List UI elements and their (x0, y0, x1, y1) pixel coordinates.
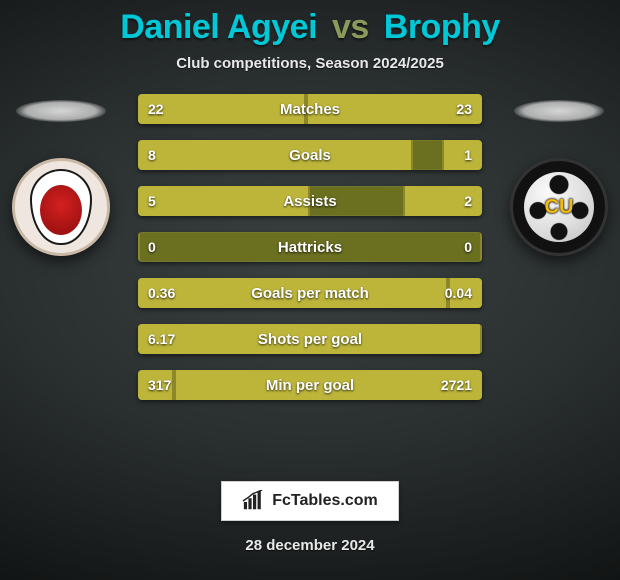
stat-value-right: 0 (454, 232, 482, 262)
stat-fill-left (138, 186, 310, 216)
club-crest-left (12, 158, 110, 256)
stat-fill-left (138, 94, 306, 124)
stat-label: Hattricks (138, 232, 482, 262)
brand-chart-icon (242, 490, 264, 512)
stat-fill-left (138, 324, 482, 354)
title-player2: Brophy (384, 8, 500, 46)
spotlight-left (16, 100, 106, 122)
stat-fill-right (448, 278, 482, 308)
brand-badge: FcTables.com (221, 481, 399, 521)
stat-row: Matches2223 (138, 94, 482, 124)
stat-fill-left (138, 232, 140, 262)
stat-fill-right (480, 324, 482, 354)
footer: FcTables.com 28 december 2024 (0, 481, 620, 554)
stat-fill-left (138, 278, 448, 308)
club-crest-right: CU (510, 158, 608, 256)
stat-fill-left (138, 140, 413, 170)
brand-text: FcTables.com (272, 492, 378, 510)
crest-left-shield-icon (30, 169, 92, 245)
stat-row: Goals81 (138, 140, 482, 170)
comparison-card: Daniel Agyei vs Brophy Club competitions… (0, 0, 620, 580)
crest-right-tag: CU (545, 196, 574, 219)
stat-row: Hattricks0 0 (138, 232, 482, 262)
date-text: 28 december 2024 (245, 537, 374, 554)
stat-bars: Matches2223 Goals81 Assists52 Hattricks0 0 Go… (138, 94, 482, 400)
stat-fill-right (174, 370, 482, 400)
stat-fill-right (480, 232, 482, 262)
stat-fill-right (306, 94, 482, 124)
stat-fill-right (442, 140, 482, 170)
page-title: Daniel Agyei vs Brophy (120, 8, 500, 47)
spotlight-right (514, 100, 604, 122)
title-vs: vs (332, 8, 369, 46)
stat-row: Min per goal3172721 (138, 370, 482, 400)
stat-row: Goals per match0.360.04 (138, 278, 482, 308)
stat-value-left: 0 (138, 232, 166, 262)
subtitle: Club competitions, Season 2024/2025 (176, 55, 444, 72)
stat-fill-right (403, 186, 482, 216)
title-player1: Daniel Agyei (120, 8, 317, 46)
stat-fill-left (138, 370, 174, 400)
stat-row: Shots per goal6.17 (138, 324, 482, 354)
stat-row: Assists52 (138, 186, 482, 216)
